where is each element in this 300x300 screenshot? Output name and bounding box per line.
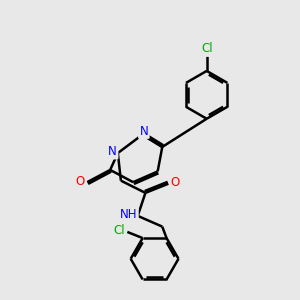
Text: NH: NH (120, 208, 137, 221)
Text: O: O (170, 176, 180, 189)
Text: N: N (108, 145, 117, 158)
Text: N: N (140, 124, 148, 137)
Text: O: O (76, 175, 85, 188)
Text: Cl: Cl (113, 224, 124, 237)
Text: Cl: Cl (202, 42, 213, 56)
